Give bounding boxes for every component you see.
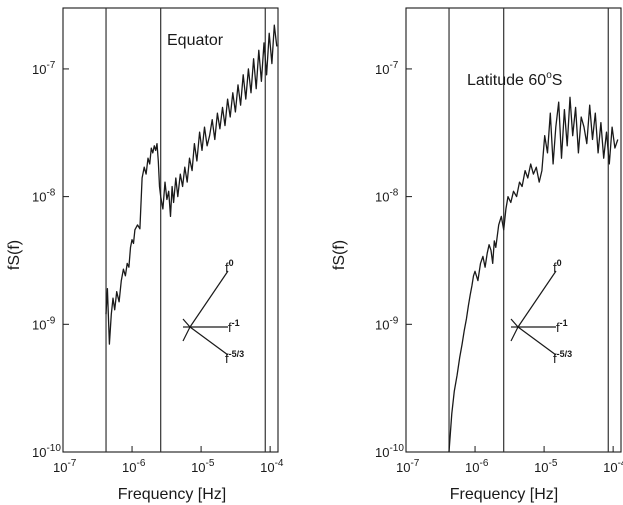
y-tick-label-base: 10 xyxy=(32,317,46,332)
slope-reference-line xyxy=(517,270,557,328)
x-tick-label-exponent: -7 xyxy=(410,458,419,469)
slope-label-base: f xyxy=(553,260,557,275)
y-tick-label-base: 10 xyxy=(32,190,46,205)
y-tick-label-exponent: -8 xyxy=(46,188,55,199)
y-axis-label: fS(f) xyxy=(6,240,23,270)
y-tick-label: 10-7 xyxy=(32,60,56,77)
slope-label: f0 xyxy=(225,258,234,275)
y-axis-label: fS(f) xyxy=(331,240,348,270)
x-tick-label-exponent: -5 xyxy=(206,458,215,469)
x-axis-label: Frequency [Hz] xyxy=(450,486,558,503)
x-tick-label-base: 10 xyxy=(396,460,410,475)
y-tick-label-exponent: -8 xyxy=(389,188,398,199)
y-tick-label-base: 10 xyxy=(32,445,46,460)
x-tick-label-exponent: -7 xyxy=(67,458,76,469)
slope-label-base: f xyxy=(225,351,229,366)
y-tick-label: 10-7 xyxy=(375,60,399,77)
panel-title-degree: o xyxy=(546,70,552,81)
y-tick-label-exponent: -10 xyxy=(389,443,404,454)
slope-label: f-1 xyxy=(556,318,568,335)
slope-label-base: f xyxy=(556,320,560,335)
y-tick-label-exponent: -10 xyxy=(46,443,61,454)
slope-label-exponent: 0 xyxy=(229,258,234,268)
x-tick-label-base: 10 xyxy=(534,460,548,475)
spectrum-series-line xyxy=(105,24,278,345)
x-tick-label-base: 10 xyxy=(122,460,136,475)
y-tick-label-exponent: -7 xyxy=(389,60,398,71)
x-tick-label-base: 10 xyxy=(191,460,205,475)
slope-label-exponent: -1 xyxy=(232,318,240,328)
x-tick-label: 10-7 xyxy=(53,458,77,475)
y-tick-label: 10-9 xyxy=(375,315,399,332)
slope-label: f-5/3 xyxy=(553,349,572,366)
y-tick-label-exponent: -9 xyxy=(389,315,398,326)
x-tick-label-exponent: -5 xyxy=(549,458,558,469)
slope-reference-line xyxy=(189,326,229,356)
y-tick-label-exponent: -9 xyxy=(46,315,55,326)
slope-label-base: f xyxy=(553,351,557,366)
panel-title: Equator xyxy=(167,32,224,49)
panel-title-text: Latitude 60 xyxy=(467,72,546,89)
slope-label-exponent: -5/3 xyxy=(229,349,245,359)
slope-legend: f0f-1f-5/3 xyxy=(510,258,572,366)
y-tick-label: 10-8 xyxy=(375,188,399,205)
slope-reference-line xyxy=(517,326,557,356)
panel-title: Latitude 60oS xyxy=(467,70,562,89)
y-tick-label: 10-10 xyxy=(375,443,404,460)
slope-label-base: f xyxy=(225,260,229,275)
slope-label-base: f xyxy=(228,320,232,335)
slope-label-exponent: 0 xyxy=(557,258,562,268)
slope-reference-line xyxy=(182,326,191,342)
slope-label: f-1 xyxy=(228,318,240,335)
x-tick-label: 10-4 xyxy=(260,458,284,475)
y-tick-label: 10-8 xyxy=(32,188,56,205)
x-tick-label-base: 10 xyxy=(53,460,67,475)
slope-label-exponent: -1 xyxy=(560,318,568,328)
slope-reference-line xyxy=(510,326,519,342)
x-tick-label-exponent: -4 xyxy=(275,458,284,469)
x-tick-label-base: 10 xyxy=(603,460,617,475)
x-axis-label: Frequency [Hz] xyxy=(118,486,226,503)
x-tick-label-base: 10 xyxy=(465,460,479,475)
x-tick-label: 10-5 xyxy=(534,458,558,475)
slope-label: f0 xyxy=(553,258,562,275)
y-tick-label: 10-10 xyxy=(32,443,61,460)
slope-reference-line xyxy=(189,270,229,328)
x-tick-label: 10-6 xyxy=(122,458,146,475)
slope-reference-line xyxy=(182,318,191,328)
y-tick-label: 10-9 xyxy=(32,315,56,332)
panel-title-suffix: S xyxy=(552,72,563,89)
slope-legend: f0f-1f-5/3 xyxy=(182,258,244,366)
x-tick-label: 10-7 xyxy=(396,458,420,475)
y-tick-label-base: 10 xyxy=(32,62,46,77)
y-tick-label-exponent: -7 xyxy=(46,60,55,71)
x-tick-label: 10-5 xyxy=(191,458,215,475)
y-tick-label-base: 10 xyxy=(375,62,389,77)
y-tick-label-base: 10 xyxy=(375,317,389,332)
plot-area-frame xyxy=(405,7,622,453)
x-tick-label-exponent: -4 xyxy=(618,458,623,469)
slope-reference-line xyxy=(510,318,519,328)
plot-area-frame xyxy=(62,7,279,453)
x-tick-label: 10-6 xyxy=(465,458,489,475)
x-tick-label: 10-4 xyxy=(603,458,623,475)
x-tick-label-base: 10 xyxy=(260,460,274,475)
x-tick-label-exponent: -6 xyxy=(137,458,146,469)
y-tick-label-base: 10 xyxy=(375,190,389,205)
slope-label: f-5/3 xyxy=(225,349,244,366)
y-tick-label-base: 10 xyxy=(375,445,389,460)
spectrum-series-line xyxy=(448,96,619,453)
x-tick-label-exponent: -6 xyxy=(480,458,489,469)
slope-label-exponent: -5/3 xyxy=(557,349,573,359)
